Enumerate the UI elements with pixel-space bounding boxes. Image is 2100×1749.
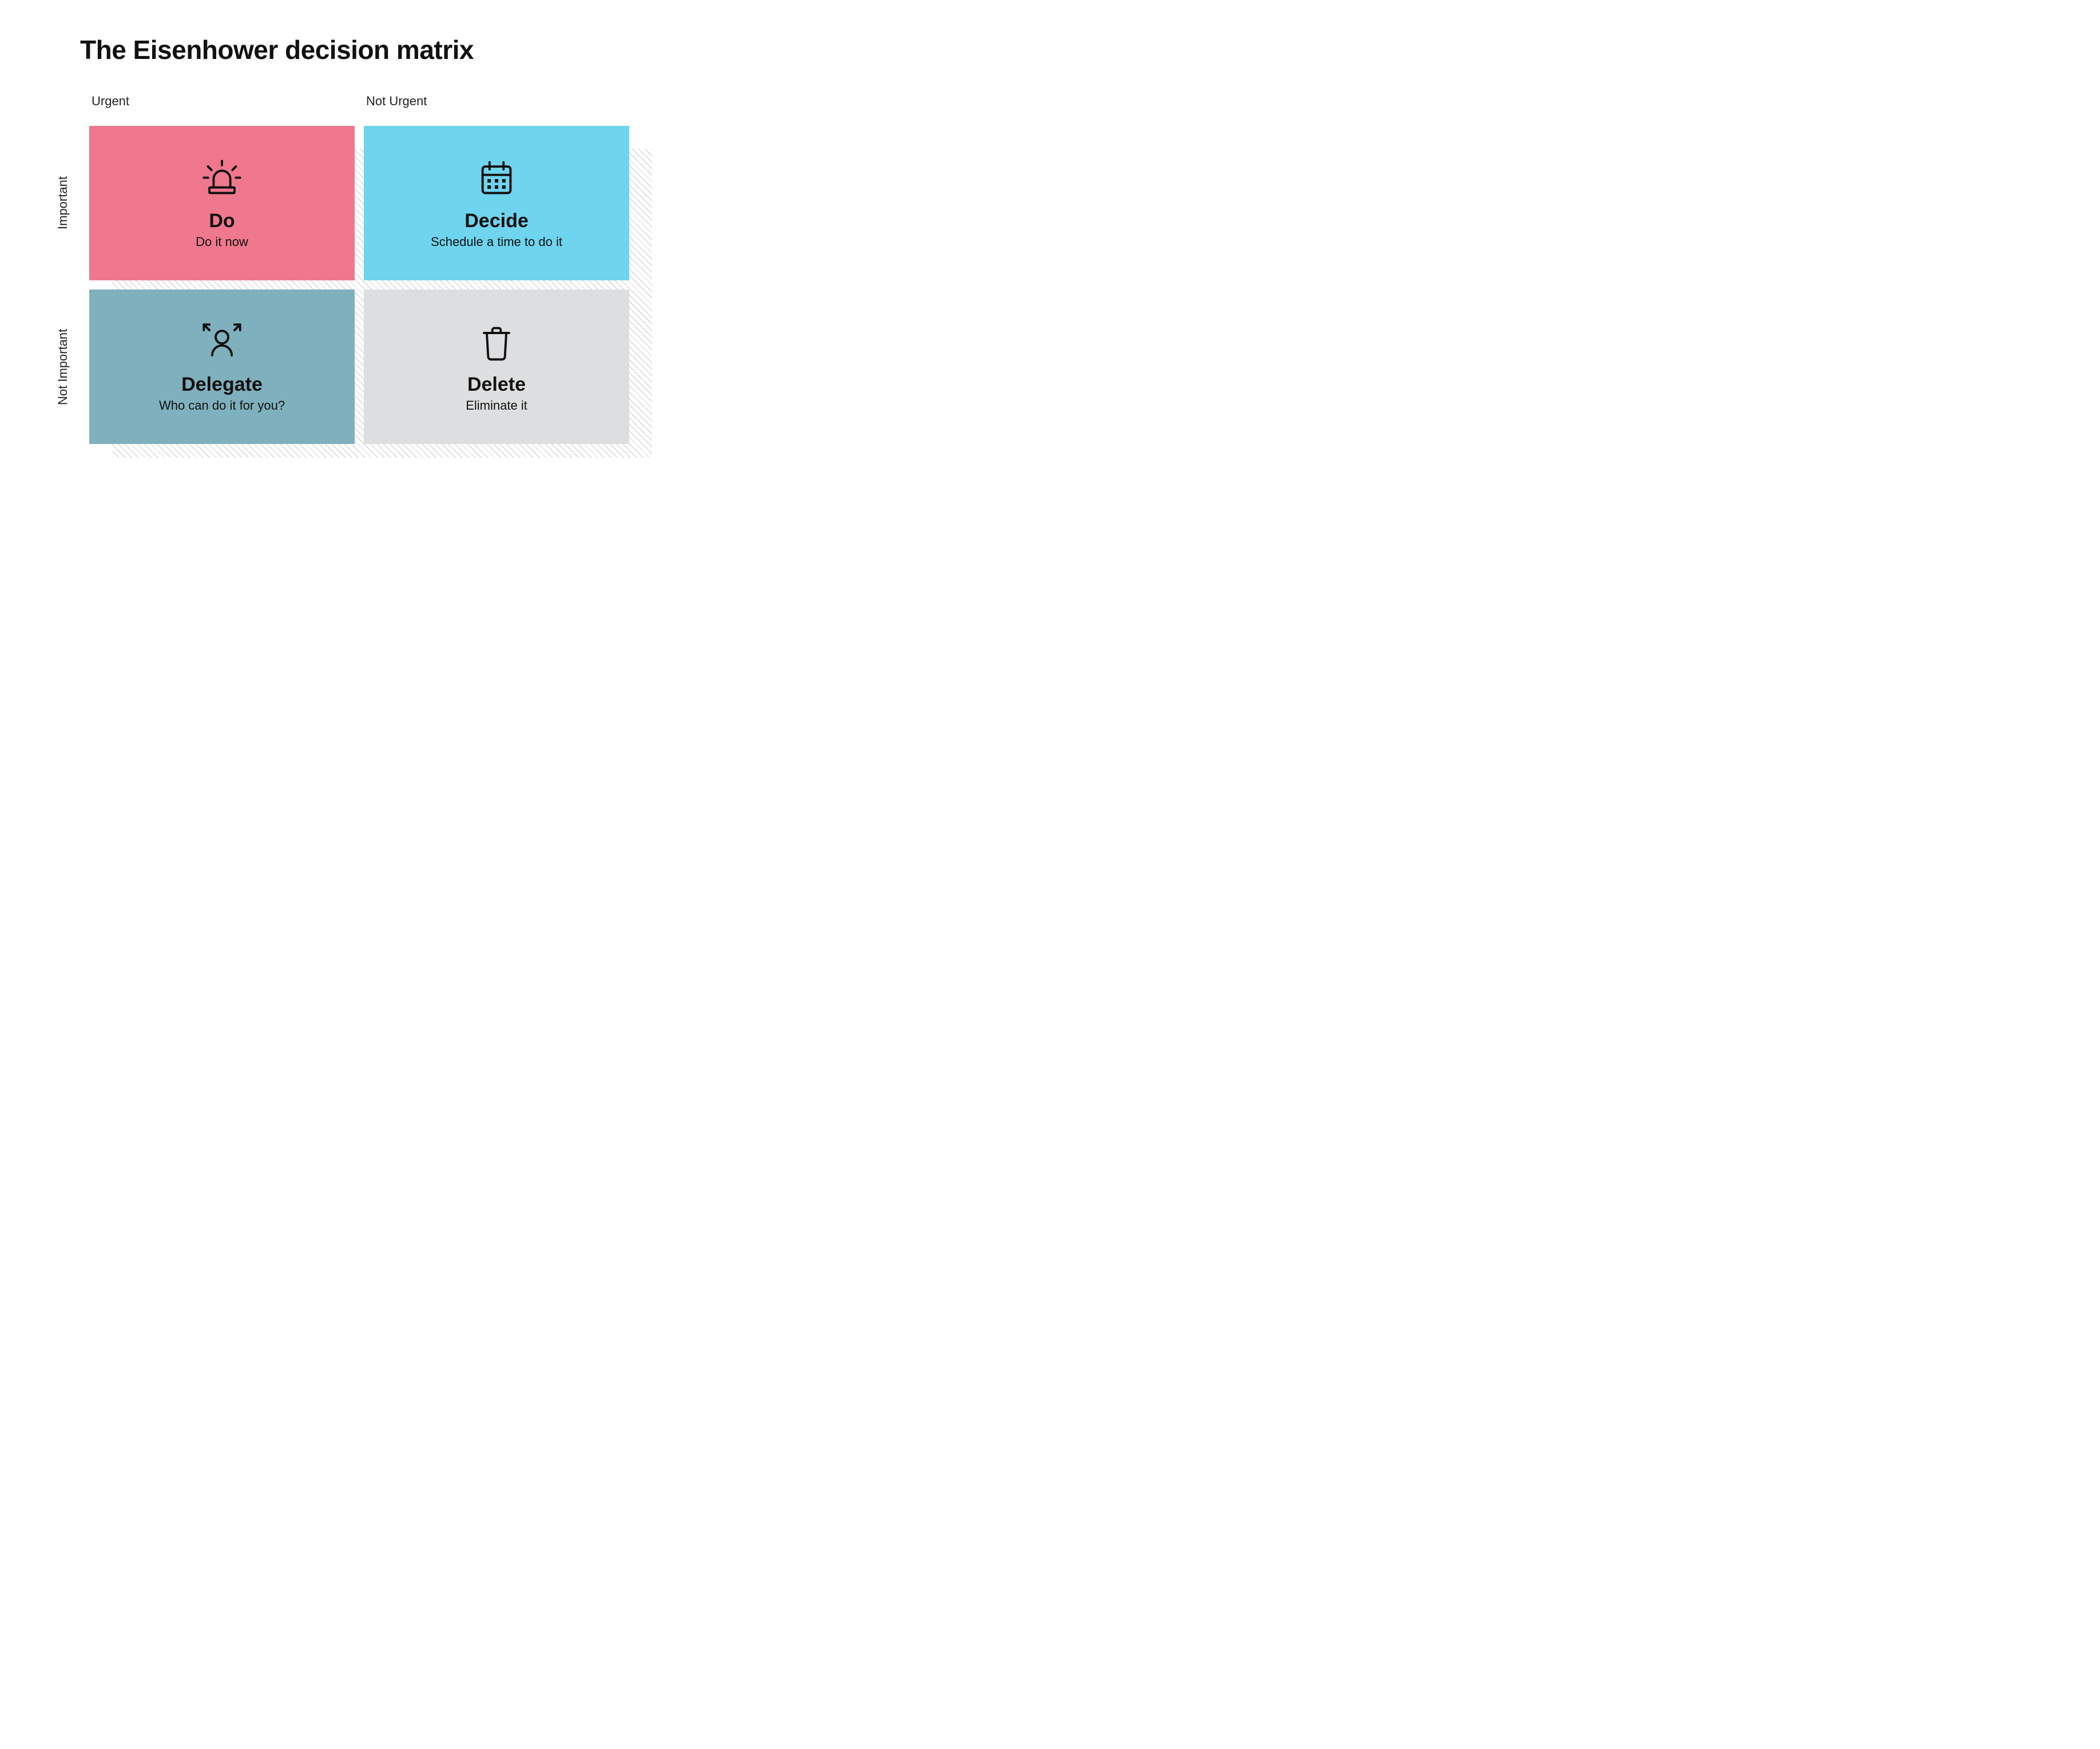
quadrant-delegate: Delegate Who can do it for you? [89,289,355,444]
quadrant-decide-sub: Schedule a time to do it [431,235,562,249]
siren-icon [200,157,244,210]
quadrant-do: Do Do it now [89,126,355,280]
row-header-not-important: Not Important [55,289,70,444]
delegate-icon [200,320,244,374]
quadrant-delegate-sub: Who can do it for you? [159,398,285,413]
column-header-urgent: Urgent [89,94,355,117]
trash-icon [474,320,519,374]
quadrant-do-title: Do [209,210,235,232]
quadrant-delegate-title: Delegate [181,374,263,396]
quadrant-do-sub: Do it now [196,235,248,249]
calendar-icon [474,157,519,210]
quadrant-decide: Decide Schedule a time to do it [364,126,629,280]
row-header-important: Important [55,126,70,280]
corner-spacer [46,94,80,117]
quadrant-decide-title: Decide [465,210,529,232]
quadrant-delete: Delete Eliminate it [364,289,629,444]
quadrant-delete-title: Delete [467,374,526,396]
page-title: The Eisenhower decision matrix [80,34,2054,65]
eisenhower-matrix: Urgent Not Urgent Important Not Importan… [46,94,629,444]
quadrant-delete-sub: Eliminate it [466,398,527,413]
column-header-not-urgent: Not Urgent [364,94,629,117]
